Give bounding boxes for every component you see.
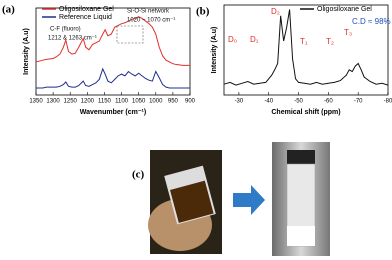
panel-label: (c) [132,169,145,181]
annotation: D₀ [228,35,237,44]
x-tick-label: -40 [264,99,273,105]
annotation: 1020 ~ 1070 cm⁻¹ [127,18,175,24]
x-tick-label: 1050 [132,99,146,105]
x-tick-label: -80 [384,99,392,105]
annotation: D₂ [271,7,280,16]
x-tick-label: -50 [294,99,303,105]
annotation: C.D ≈ 98% [352,17,391,26]
panel-label: (b) [196,6,210,18]
annotation: 1212 & 1263 cm⁻¹ [48,36,97,42]
plot-frame [223,4,389,96]
annotation: T₁ [300,37,308,46]
x-tick-label: 1150 [98,99,112,105]
annotation: Si-O-Si network [127,9,170,15]
x-tick-label: 1300 [46,99,60,105]
x-tick-label: 1200 [81,99,95,105]
x-tick-label: -30 [235,99,244,105]
x-tick-label: 1250 [64,99,78,105]
x-tick-label: -70 [354,99,363,105]
data-line [36,67,190,89]
x-tick-label: -60 [324,99,333,105]
x-tick-label: 1100 [115,99,129,105]
legend-label: Oligosiloxane Gel [317,6,372,13]
highlight-box [116,25,144,44]
x-axis-label: Chemical shift (ppm) [271,109,340,116]
legend-label: Oligosiloxane Gel [59,6,114,13]
arrow [233,185,265,215]
data-line [35,16,190,66]
x-tick-label: 1000 [149,99,163,105]
annotation: C-F (fluoro) [50,27,81,33]
plot-frame [35,7,191,96]
x-tick-label: 900 [185,99,196,105]
photo-right [272,142,330,256]
x-tick-label: 950 [168,99,179,105]
legend-label: Reference Liquid [59,14,112,21]
x-axis-label: Wavenumber (cm⁻¹) [80,109,146,116]
annotation: D₁ [250,35,259,44]
y-axis-label: Intensity (A.u) [23,28,30,75]
annotation: T₃ [344,28,352,37]
data-line [223,9,389,86]
annotation: T₂ [326,37,334,46]
x-tick-label: 1350 [29,99,43,105]
photo-left [148,150,222,254]
panel-label: (a) [2,4,15,16]
y-axis-label: Intensity (A.u) [211,27,218,74]
